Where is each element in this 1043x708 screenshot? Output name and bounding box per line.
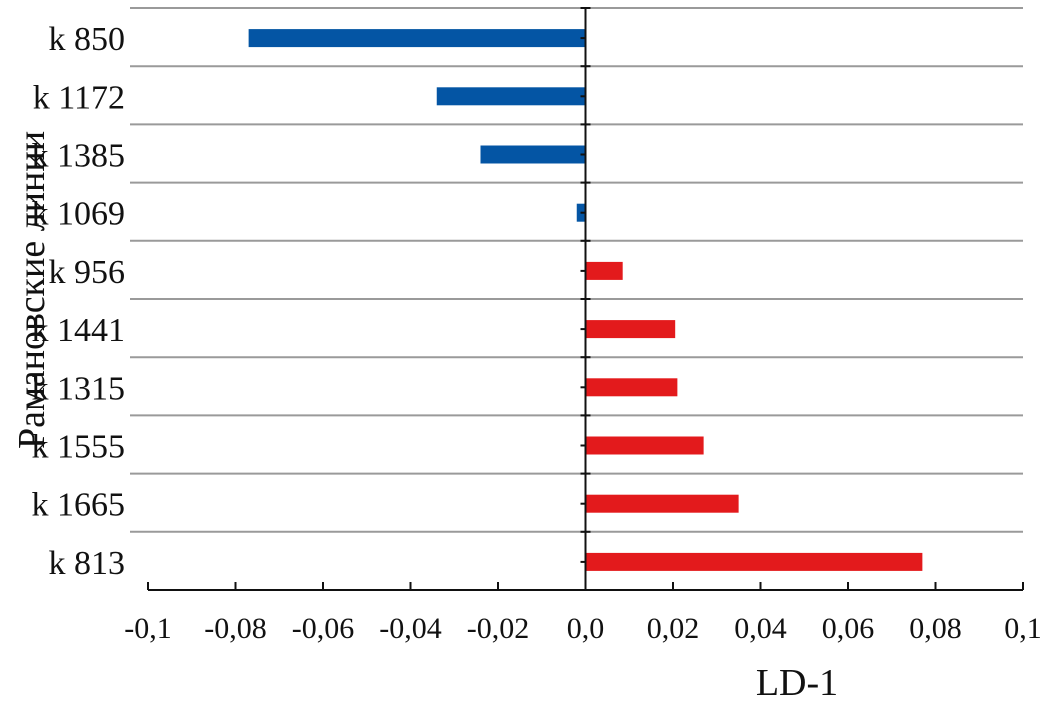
x-tick-label: 0,1 — [1004, 612, 1042, 645]
x-tick-label: 0,0 — [567, 612, 605, 645]
category-label: k 1069 — [32, 196, 126, 233]
category-label: k 1555 — [32, 429, 126, 466]
x-tick-label: -0,02 — [467, 612, 530, 645]
y-axis-title: Рамановские линии — [11, 131, 53, 449]
category-label: k 813 — [49, 545, 126, 582]
x-tick-label: -0,06 — [292, 612, 355, 645]
bar — [480, 145, 586, 164]
x-tick-label: 0,08 — [909, 612, 962, 645]
x-tick-label: -0,08 — [204, 612, 267, 645]
bar — [585, 494, 739, 513]
bar — [585, 436, 704, 455]
bar — [585, 378, 678, 397]
bar — [436, 87, 586, 106]
bar — [585, 552, 923, 571]
category-label: k 1315 — [32, 370, 126, 407]
category-label: k 850 — [49, 21, 126, 58]
x-axis-title: LD-1 — [756, 662, 838, 704]
bar — [585, 261, 623, 280]
category-label: k 1385 — [32, 138, 126, 175]
category-label: k 1441 — [32, 312, 126, 349]
category-label: k 1172 — [33, 79, 125, 116]
bar — [248, 29, 586, 48]
x-tick-label: -0,04 — [379, 612, 442, 645]
bar — [585, 320, 676, 339]
x-tick-label: 0,06 — [822, 612, 875, 645]
category-label: k 1665 — [32, 487, 126, 524]
x-tick-label: 0,04 — [734, 612, 787, 645]
x-tick-label: 0,02 — [647, 612, 700, 645]
category-label: k 956 — [49, 254, 126, 291]
x-tick-label: -0,1 — [124, 612, 172, 645]
